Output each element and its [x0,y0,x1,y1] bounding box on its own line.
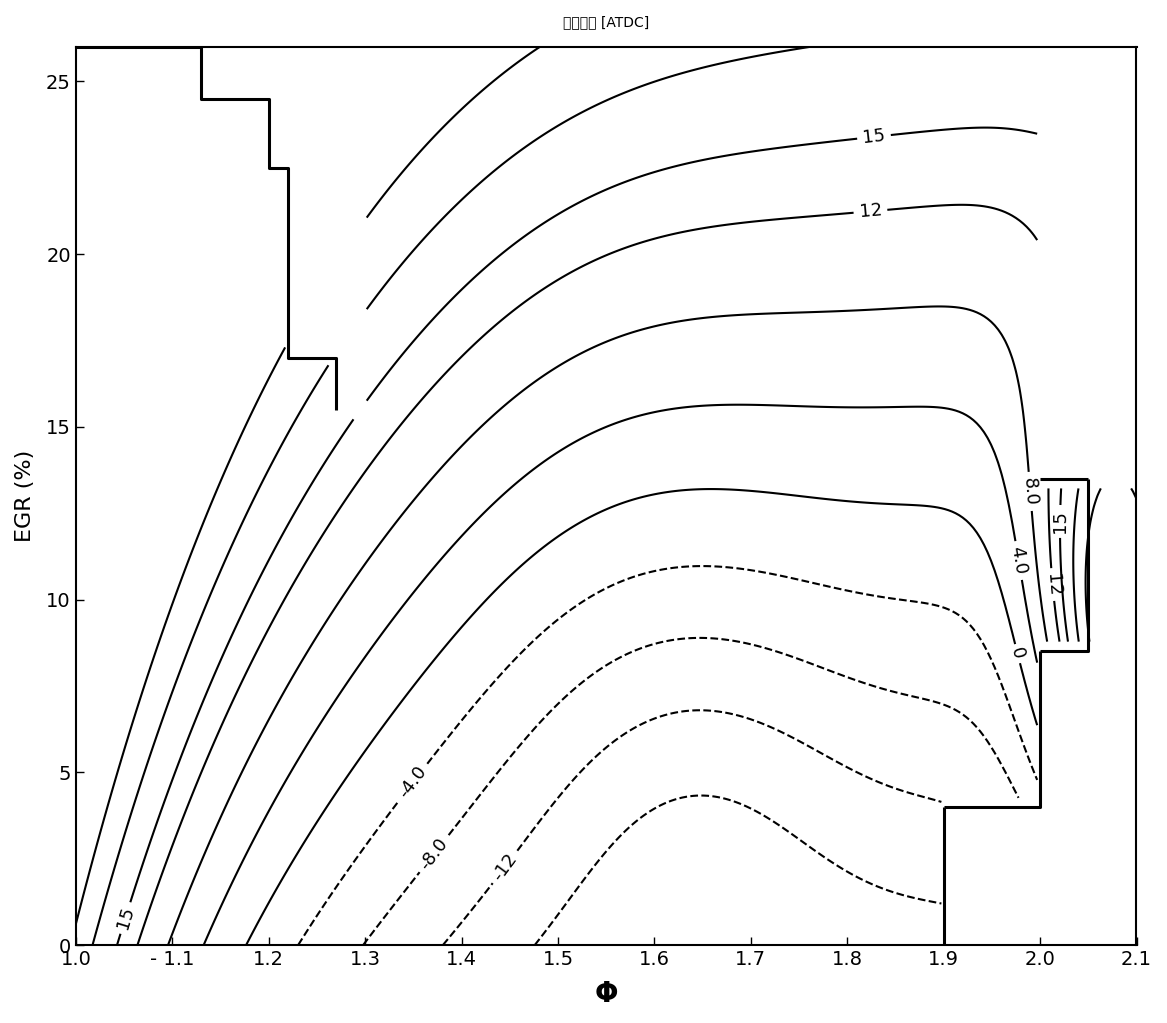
Text: 12: 12 [1042,573,1062,596]
Text: -4.0: -4.0 [396,763,431,802]
Text: -8.0: -8.0 [417,835,452,873]
Text: 4.0: 4.0 [1007,545,1029,576]
Title: 开始着火 [ATDC]: 开始着火 [ATDC] [562,15,649,29]
Text: 8.0: 8.0 [1020,477,1040,506]
Text: -12: -12 [489,850,520,884]
Text: 15: 15 [113,904,138,932]
Text: 12: 12 [858,202,882,221]
Text: 15: 15 [1051,509,1069,533]
Text: 0: 0 [1007,647,1028,661]
Y-axis label: EGR (%): EGR (%) [15,450,35,542]
Text: 15: 15 [861,127,887,147]
X-axis label: Φ: Φ [594,980,617,1008]
